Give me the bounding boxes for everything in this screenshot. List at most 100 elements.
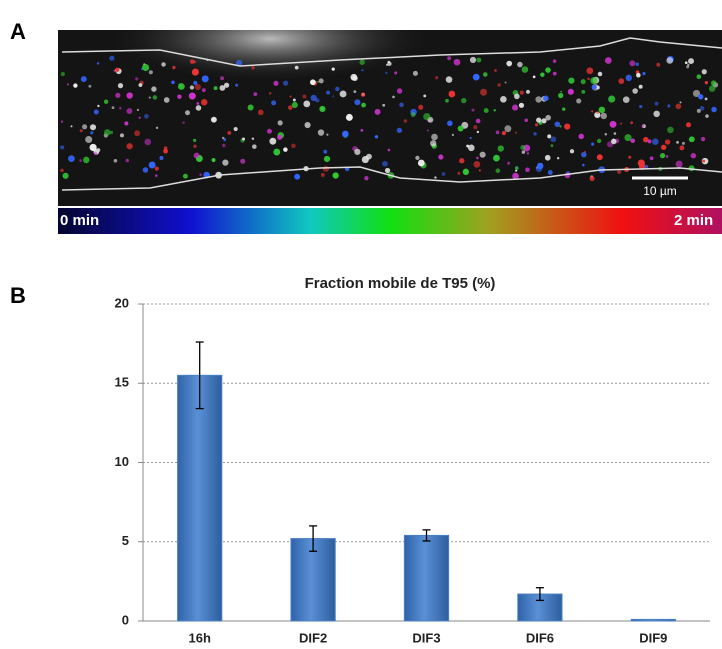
spot: [679, 101, 682, 104]
spot: [317, 80, 320, 83]
spot: [96, 62, 100, 65]
spot: [643, 136, 649, 143]
panel-label: B: [10, 283, 26, 308]
spot: [171, 80, 175, 85]
spot: [526, 152, 530, 155]
color-bar-label: 2 min: [674, 212, 713, 229]
spot: [252, 144, 257, 149]
spot: [618, 78, 625, 85]
spot: [461, 97, 467, 104]
spot: [178, 83, 185, 90]
spot: [594, 111, 601, 119]
x-tick-label: DIF2: [299, 630, 327, 645]
spot: [704, 81, 709, 85]
spot: [304, 121, 311, 129]
spot: [547, 134, 552, 139]
spot: [185, 110, 191, 116]
spot: [497, 145, 504, 152]
spot: [66, 83, 70, 86]
spot: [472, 73, 480, 81]
spot: [138, 116, 141, 119]
spot: [350, 73, 358, 81]
spot: [666, 57, 674, 64]
x-tick-label: DIF3: [412, 630, 440, 645]
spot: [242, 137, 246, 141]
spot: [625, 74, 632, 82]
spot: [586, 67, 594, 75]
spot: [580, 79, 586, 85]
spot: [399, 102, 404, 108]
spot: [292, 98, 296, 102]
spot: [251, 65, 255, 70]
image-glow: [58, 30, 722, 206]
spot: [493, 109, 496, 112]
spot: [189, 85, 195, 90]
spot: [109, 130, 114, 135]
spot: [94, 152, 98, 156]
spot: [550, 144, 554, 148]
spot: [410, 112, 416, 118]
spot: [652, 138, 659, 146]
spot: [676, 140, 679, 144]
spot: [233, 126, 238, 132]
spot: [642, 71, 646, 76]
spot: [507, 161, 511, 165]
spot: [210, 116, 217, 123]
spot: [277, 134, 283, 140]
spot: [109, 55, 115, 61]
spot: [685, 122, 692, 128]
spot: [119, 133, 125, 138]
spot: [445, 76, 453, 83]
spot: [387, 148, 391, 152]
spot: [195, 105, 202, 111]
spot: [154, 166, 159, 171]
bar: [290, 538, 336, 622]
spot: [148, 161, 156, 169]
cell-outline: [61, 166, 722, 191]
spot: [326, 133, 329, 136]
spot: [590, 77, 598, 85]
bar-chart: 0 5 10 15 20 16h DIF2 DIF3 DIF6 DIF9: [115, 295, 710, 645]
spot: [194, 83, 201, 91]
spot: [423, 113, 431, 121]
spot: [188, 92, 196, 100]
spot: [236, 59, 243, 67]
spot: [273, 148, 281, 156]
spot: [558, 92, 564, 99]
spot: [201, 88, 206, 93]
spot: [223, 82, 230, 88]
spot: [144, 138, 152, 146]
spot: [559, 125, 562, 128]
spot: [322, 165, 329, 172]
spot: [201, 75, 209, 83]
spot: [182, 121, 185, 124]
spot: [476, 130, 480, 134]
spot: [533, 132, 537, 136]
spot: [96, 148, 101, 152]
spot: [125, 158, 130, 163]
spot: [476, 57, 482, 63]
spot: [604, 57, 612, 64]
spot: [448, 90, 456, 98]
spot: [417, 159, 425, 167]
chart-title: Fraction mobile de T95 (%): [305, 275, 496, 292]
spot: [117, 82, 124, 89]
spot: [543, 95, 549, 102]
spot: [544, 154, 551, 161]
spot: [257, 109, 264, 116]
spot: [155, 126, 159, 130]
spot: [541, 118, 547, 124]
spot: [462, 168, 470, 175]
spot: [199, 173, 202, 176]
spot: [622, 96, 630, 104]
spot: [550, 136, 557, 143]
y-tick-label: 0: [122, 612, 129, 627]
y-tick-label: 5: [122, 533, 129, 548]
spot: [235, 83, 239, 87]
spot: [681, 141, 685, 145]
spot: [291, 101, 298, 109]
spot: [453, 58, 461, 66]
spot: [459, 158, 465, 164]
spot: [392, 95, 395, 99]
scale-bar-label: 10 µm: [643, 184, 677, 198]
